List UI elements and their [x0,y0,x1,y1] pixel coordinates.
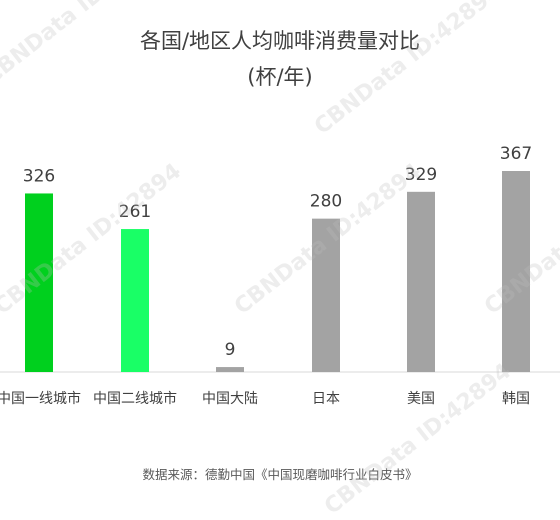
bar [407,191,435,372]
category-label: 中国大陆 [202,391,258,407]
data-label: 9 [225,340,236,360]
data-label: 280 [310,192,342,212]
category-label: 美国 [407,391,435,407]
category-label: 韩国 [502,391,530,407]
data-label: 261 [119,202,151,222]
chart-title: 各国/地区人均咖啡消费量对比 [139,29,421,53]
chart-subtitle-unit: (杯/年) [247,65,313,89]
category-label: 中国二线城市 [93,390,177,407]
data-label: 367 [500,144,532,164]
bar [121,229,149,372]
bar-chart: 326 中国一线城市 261 中国二线城市 9 中国大陆 280 日本 329 美国 367 韩国 [0,144,560,407]
bar [216,367,244,372]
data-label: 326 [23,166,55,186]
category-label: 中国一线城市 [0,390,81,407]
source-note: 数据来源：德勤中国《中国现磨咖啡行业白皮书》 [142,467,418,482]
bar [25,193,53,372]
bar [312,218,340,372]
category-label: 日本 [312,391,340,407]
bar [502,171,530,372]
data-label: 329 [405,165,437,185]
